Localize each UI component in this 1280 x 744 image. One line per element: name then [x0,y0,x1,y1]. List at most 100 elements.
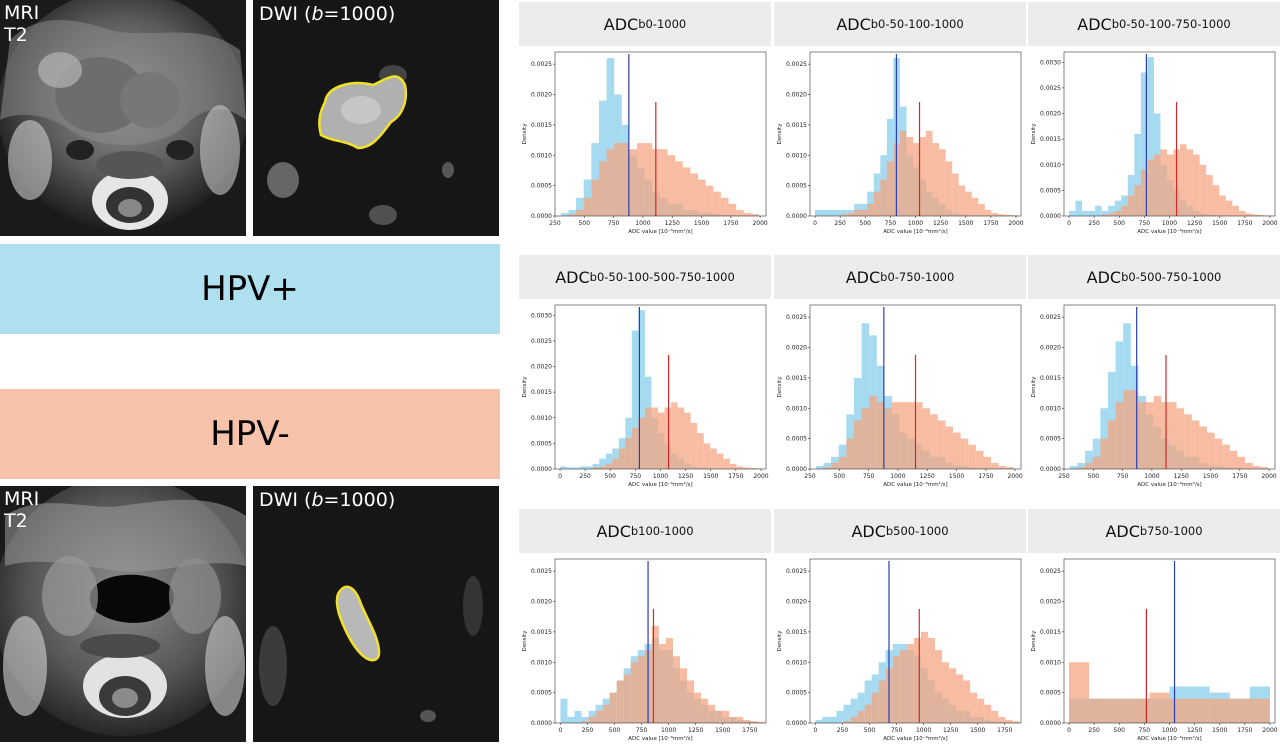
hpv-pos-bar [1095,205,1102,216]
hpv-neg-bar [930,414,938,469]
hpv-neg-bar [991,710,999,723]
hpv-neg-bar [599,466,606,469]
x-tick-label: 250 [1088,220,1100,227]
x-tick-label: 0 [813,727,817,734]
histogram-chart: 0.0000 0.0005 0.0010 0.0015 0.0020 0.0025 250 5… [522,51,768,235]
hpv-pos-bar [588,710,596,723]
hpv-pos-bar [1077,462,1086,469]
x-axis-label: ADC value [10⁻⁶mm²/s] [628,481,692,488]
hpv-pos-bar [573,467,580,469]
mri-t2-image-top: MRI T2 [0,0,246,236]
hpv-neg-bar [1100,438,1108,469]
hpv-pos-bar [857,692,865,723]
x-tick-label: 0 [1067,727,1071,734]
hpv-neg-bar [907,402,915,469]
hpv-neg-bar [945,426,954,469]
x-tick-label: 500 [609,727,621,734]
hpv-pos-bar [1085,450,1093,469]
y-tick-label: 0.0025 [786,61,807,68]
hpv-neg-bar [1123,390,1131,469]
y-tick-label: 0.0005 [531,690,552,697]
x-tick-label: 1000 [1144,473,1159,480]
x-tick-label: 1750 [1237,727,1252,734]
panel-title-main: ADC [555,267,590,287]
y-axis-label: Density [522,123,528,145]
y-tick-label: 0.0000 [786,213,807,220]
hpv-neg-bar [861,408,870,469]
hpv-neg-bar [1209,698,1230,723]
hpv-neg-bar [621,143,630,216]
x-axis-label: ADC value [10⁻⁶mm²/s] [1137,228,1201,235]
y-tick-label: 0.0020 [1040,345,1061,352]
x-tick-label: 250 [579,473,591,480]
hpv-neg-bar [1199,426,1208,469]
x-tick-label: 250 [804,473,816,480]
x-tick-label: 1000 [1162,727,1177,734]
hpv-neg-bar [713,191,721,216]
x-tick-label: 750 [1139,727,1151,734]
hpv-neg-bar [906,137,913,216]
y-tick-label: 0.0005 [786,436,807,443]
hpv-neg-bar [1180,144,1187,216]
histogram-panel-1: ADC b0-1000 0.0000 0.0005 0.0010 0.0015 0.002… [519,2,771,237]
hpv-positive-label: HPV+ [201,269,299,309]
hpv-neg-bar [651,407,658,469]
x-tick-label: 1250 [688,727,703,734]
y-tick-label: 0.0015 [786,375,807,382]
hpv-neg-bar [1115,402,1124,469]
y-tick-label: 0.0015 [786,122,807,129]
histogram-panel-5: ADC b0-750-1000 0.0000 0.0005 0.0010 0.0015 0… [774,255,1026,490]
x-tick-label: 250 [549,220,561,227]
histogram-chart: 0.0000 0.0005 0.0010 0.0015 0.0020 0.0025 0 250… [777,558,1022,742]
hpv-neg-bar [1108,213,1115,216]
hpv-neg-bar [913,637,921,723]
hpv-pos-bar [821,209,829,216]
x-axis-label: ADC value [10⁻⁶mm²/s] [883,481,947,488]
hpv-neg-bar [677,407,685,469]
hpv-neg-bar [671,402,678,469]
panel-title-main: ADC [603,14,639,34]
hpv-neg-bar [927,637,935,723]
x-tick-label: 2000 [753,473,768,480]
hpv-neg-bar [715,710,723,723]
y-tick-label: 0.0030 [1040,59,1061,66]
hpv-neg-bar [1189,698,1210,723]
hpv-neg-bar [892,402,900,469]
hpv-neg-bar [983,456,992,469]
hpv-neg-bar [965,191,972,216]
y-tick-label: 0.0000 [1040,720,1061,727]
hpv-neg-bar [736,209,744,216]
x-tick-label: 750 [863,473,875,480]
y-tick-label: 0.0020 [1040,111,1061,118]
hpv-neg-bar [736,716,744,723]
hpv-neg-bar [878,680,886,723]
hpv-pos-bar [560,698,568,723]
y-tick-label: 0.0000 [786,720,807,727]
y-tick-label: 0.0015 [1040,375,1061,382]
hpv-neg-bar [1225,200,1233,216]
hpv-neg-bar [873,191,881,216]
y-tick-label: 0.0025 [531,61,552,68]
x-tick-label: 750 [1117,473,1129,480]
modality-line1: MRI [4,488,40,510]
hpv-pos-bar [599,458,606,469]
x-tick-label: 500 [864,727,876,734]
y-tick-label: 0.0015 [1040,629,1061,636]
hpv-pos-bar [834,209,842,216]
hpv-pos-bar [560,466,567,469]
x-tick-label: 1500 [949,473,964,480]
hpv-neg-bar [1129,698,1150,723]
panel-title: ADC b100-1000 [519,509,771,553]
hpv-neg-bar [637,143,645,216]
hpv-neg-bar [623,674,631,723]
y-tick-label: 0.0005 [531,440,552,447]
x-tick-label: 2000 [1007,473,1022,480]
hpv-neg-bar [1199,164,1207,216]
hpv-pos-bar [1082,210,1089,216]
y-tick-label: 0.0005 [786,183,807,190]
histogram-chart: 0.0000 0.0005 0.0010 0.0015 0.0020 0.0025 0.00… [1031,51,1278,235]
hpv-neg-bar [1127,195,1135,216]
hpv-pos-bar [567,716,575,723]
hpv-neg-bar [899,130,907,216]
x-tick-label: 750 [891,727,903,734]
